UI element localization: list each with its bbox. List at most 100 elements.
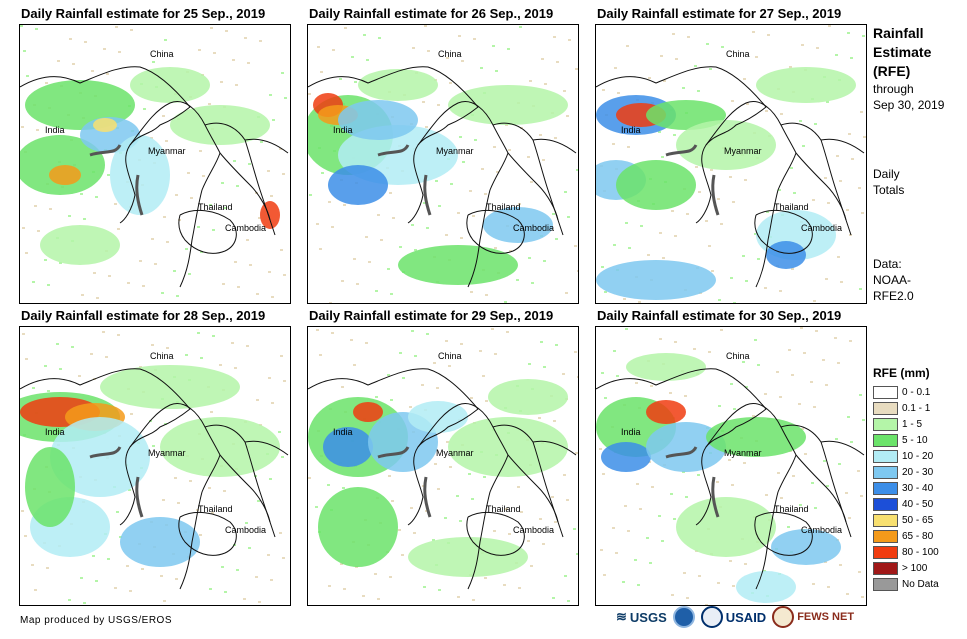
rain-pixel xyxy=(243,598,246,600)
legend-swatch xyxy=(873,545,898,559)
rain-pixel xyxy=(729,176,732,178)
rain-pixel xyxy=(542,543,545,545)
rain-pixel xyxy=(413,532,416,534)
rain-pixel xyxy=(280,355,283,357)
rainfall-panel-26sep: Daily Rainfall estimate for 26 Sep., 201… xyxy=(307,2,597,304)
rain-pixel xyxy=(279,148,282,150)
rain-pixel xyxy=(744,179,747,181)
legend-swatch xyxy=(873,513,898,527)
rain-pixel xyxy=(835,54,838,56)
rain-pixel xyxy=(209,588,212,590)
rain-pixel xyxy=(161,292,164,294)
rain-pixel xyxy=(859,394,862,396)
rainfall-area xyxy=(408,401,468,433)
panel-title: Daily Rainfall estimate for 27 Sep., 201… xyxy=(597,6,842,21)
rain-pixel xyxy=(563,474,566,476)
rainfall-area xyxy=(596,260,716,300)
rain-pixel xyxy=(733,302,736,303)
rain-pixel xyxy=(810,381,813,383)
rain-pixel xyxy=(683,572,686,574)
rain-pixel xyxy=(95,580,98,582)
panel-title: Daily Rainfall estimate for 30 Sep., 201… xyxy=(597,308,842,323)
rain-pixel xyxy=(670,493,673,495)
rain-pixel xyxy=(506,331,509,333)
country-border xyxy=(466,511,525,556)
rain-pixel xyxy=(368,261,371,263)
rain-pixel xyxy=(93,272,96,274)
rain-pixel xyxy=(861,596,864,598)
rain-pixel xyxy=(446,57,449,59)
rain-pixel xyxy=(577,376,578,378)
country-border xyxy=(596,66,767,224)
rain-pixel xyxy=(507,48,510,50)
legend-label: 0.1 - 1 xyxy=(902,402,931,414)
rain-pixel xyxy=(493,530,496,532)
rain-pixel xyxy=(437,104,440,106)
rain-pixel xyxy=(780,497,783,499)
panel-title: Daily Rainfall estimate for 26 Sep., 201… xyxy=(309,6,554,21)
rain-pixel xyxy=(627,146,630,148)
rain-pixel xyxy=(716,481,719,483)
country-label-india: India xyxy=(621,427,641,437)
rain-pixel xyxy=(32,281,35,283)
country-border xyxy=(466,209,525,254)
rain-pixel xyxy=(730,383,733,385)
rain-pixel xyxy=(470,397,473,399)
rain-pixel xyxy=(449,466,452,468)
rain-pixel xyxy=(460,343,463,345)
rain-pixel xyxy=(225,30,228,32)
rain-pixel xyxy=(150,137,153,139)
rain-pixel xyxy=(573,528,576,530)
rain-pixel xyxy=(281,72,284,74)
rain-pixel xyxy=(648,77,651,79)
rain-pixel xyxy=(622,581,625,583)
rain-pixel xyxy=(662,257,665,259)
rain-pixel xyxy=(185,354,188,356)
rain-pixel xyxy=(143,108,146,110)
rain-pixel xyxy=(436,387,439,389)
rain-pixel xyxy=(862,35,865,37)
usgs-logo: ≋ USGS xyxy=(616,609,667,625)
rain-pixel xyxy=(108,275,111,277)
country-label-india: India xyxy=(333,125,353,135)
rain-pixel xyxy=(130,413,133,415)
rain-pixel xyxy=(812,199,815,201)
rain-pixel xyxy=(234,261,237,263)
rain-pixel xyxy=(387,374,390,376)
rain-pixel xyxy=(543,260,546,262)
rain-pixel xyxy=(562,373,565,375)
rain-pixel xyxy=(635,382,638,384)
legend-label: 20 - 30 xyxy=(902,466,934,478)
country-label-myanmar: Myanmar xyxy=(436,146,474,156)
rain-pixel xyxy=(857,470,860,472)
rain-pixel xyxy=(564,575,567,577)
rain-pixel xyxy=(247,62,250,64)
rainfall-area xyxy=(338,100,418,140)
usgs-wave-icon: ≋ xyxy=(616,609,627,624)
legend-label: 10 - 20 xyxy=(902,450,934,462)
rainfall-area xyxy=(676,497,776,557)
rain-pixel xyxy=(448,365,451,367)
rain-pixel xyxy=(684,395,687,397)
rain-pixel xyxy=(672,33,675,35)
rain-pixel xyxy=(21,510,24,512)
map-canvas: China India Myanmar Thailand Cambodia xyxy=(20,25,289,299)
rain-pixel xyxy=(34,205,37,207)
rain-pixel xyxy=(800,327,803,329)
rain-pixel xyxy=(59,262,62,264)
rain-pixel xyxy=(563,90,566,92)
rain-pixel xyxy=(200,251,203,253)
country-border xyxy=(219,152,271,221)
rain-pixel xyxy=(799,504,802,506)
rain-pixel xyxy=(674,235,677,237)
rain-pixel xyxy=(861,212,864,214)
rain-pixel xyxy=(107,558,110,560)
rain-pixel xyxy=(709,68,712,70)
rain-pixel xyxy=(456,495,459,497)
rain-pixel xyxy=(449,82,452,84)
rain-pixel xyxy=(646,537,649,539)
legend-label: 50 - 65 xyxy=(902,514,934,526)
rain-pixel xyxy=(283,380,286,382)
rain-pixel xyxy=(481,168,484,170)
rain-pixel xyxy=(612,143,615,145)
